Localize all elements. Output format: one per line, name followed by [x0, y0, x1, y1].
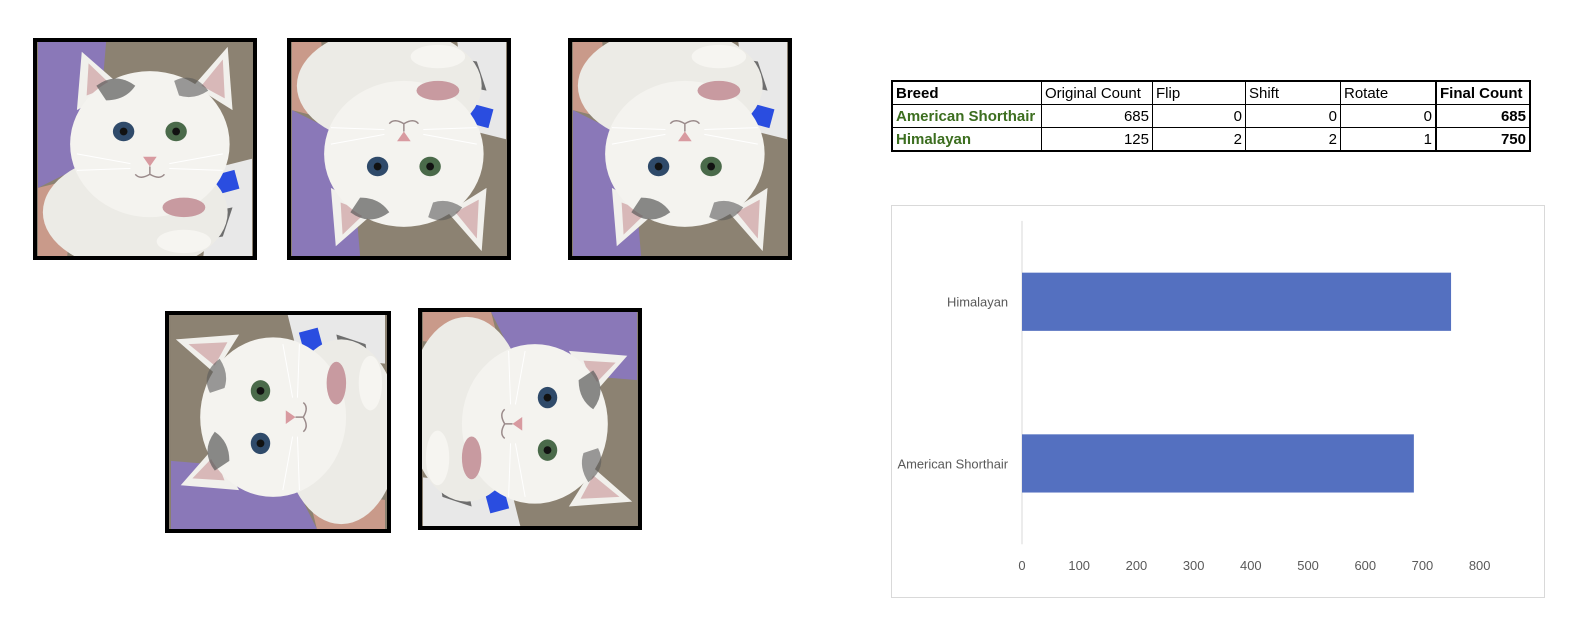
- header-final-count: Final Count: [1435, 80, 1531, 105]
- cat-image: [422, 312, 637, 526]
- x-tick-label: 300: [1183, 558, 1205, 573]
- bar: [1022, 272, 1452, 331]
- cell-shift: 2: [1245, 127, 1341, 152]
- cell-shift: 0: [1245, 104, 1341, 128]
- x-tick-label: 0: [1018, 558, 1025, 573]
- x-tick-label: 500: [1297, 558, 1319, 573]
- header-shift: Shift: [1245, 80, 1341, 105]
- cell-breed: American Shorthair: [891, 104, 1042, 128]
- category-label: American Shorthair: [897, 456, 1008, 471]
- cell-original-count: 685: [1041, 104, 1153, 128]
- x-tick-label: 200: [1126, 558, 1148, 573]
- augmentation-table: Breed Original Count Flip Shift Rotate F…: [891, 80, 1531, 152]
- x-tick-label: 800: [1469, 558, 1491, 573]
- x-tick-label: 400: [1240, 558, 1262, 573]
- cell-final-count: 685: [1435, 104, 1531, 128]
- cell-flip: 2: [1152, 127, 1246, 152]
- cat-image: [292, 42, 506, 256]
- x-tick-label: 700: [1412, 558, 1434, 573]
- cell-flip: 0: [1152, 104, 1246, 128]
- cat-image: [171, 315, 387, 529]
- cell-breed: Himalayan: [891, 127, 1042, 152]
- cat-image: [573, 42, 787, 256]
- cat-image: [38, 42, 252, 256]
- bar: [1022, 434, 1414, 493]
- cat-photo-original: [33, 38, 257, 260]
- bar-chart-svg: American Shorthair Himalayan 0 100 200 300 400…: [897, 220, 1491, 573]
- cat-photo-rotated-left: [165, 311, 391, 533]
- cell-final-count: 750: [1435, 127, 1531, 152]
- table-row: Himalayan 125 2 2 1 750: [891, 127, 1531, 152]
- cell-rotate: 0: [1340, 104, 1437, 128]
- cell-rotate: 1: [1340, 127, 1437, 152]
- header-rotate: Rotate: [1340, 80, 1437, 105]
- x-tick-label: 100: [1068, 558, 1090, 573]
- cat-photo-rotated-right: [418, 308, 642, 530]
- category-label: Himalayan: [947, 295, 1008, 310]
- table-row: American Shorthair 685 0 0 0 685: [891, 104, 1531, 128]
- breed-count-chart: American Shorthair Himalayan 0 100 200 300 400…: [891, 205, 1545, 598]
- header-original-count: Original Count: [1041, 80, 1153, 105]
- table-header-row: Breed Original Count Flip Shift Rotate F…: [891, 80, 1531, 105]
- header-flip: Flip: [1152, 80, 1246, 105]
- cat-photo-shifted: [568, 38, 792, 260]
- cell-original-count: 125: [1041, 127, 1153, 152]
- header-breed: Breed: [891, 80, 1042, 105]
- cat-photo-flipped: [287, 38, 511, 260]
- x-tick-label: 600: [1354, 558, 1376, 573]
